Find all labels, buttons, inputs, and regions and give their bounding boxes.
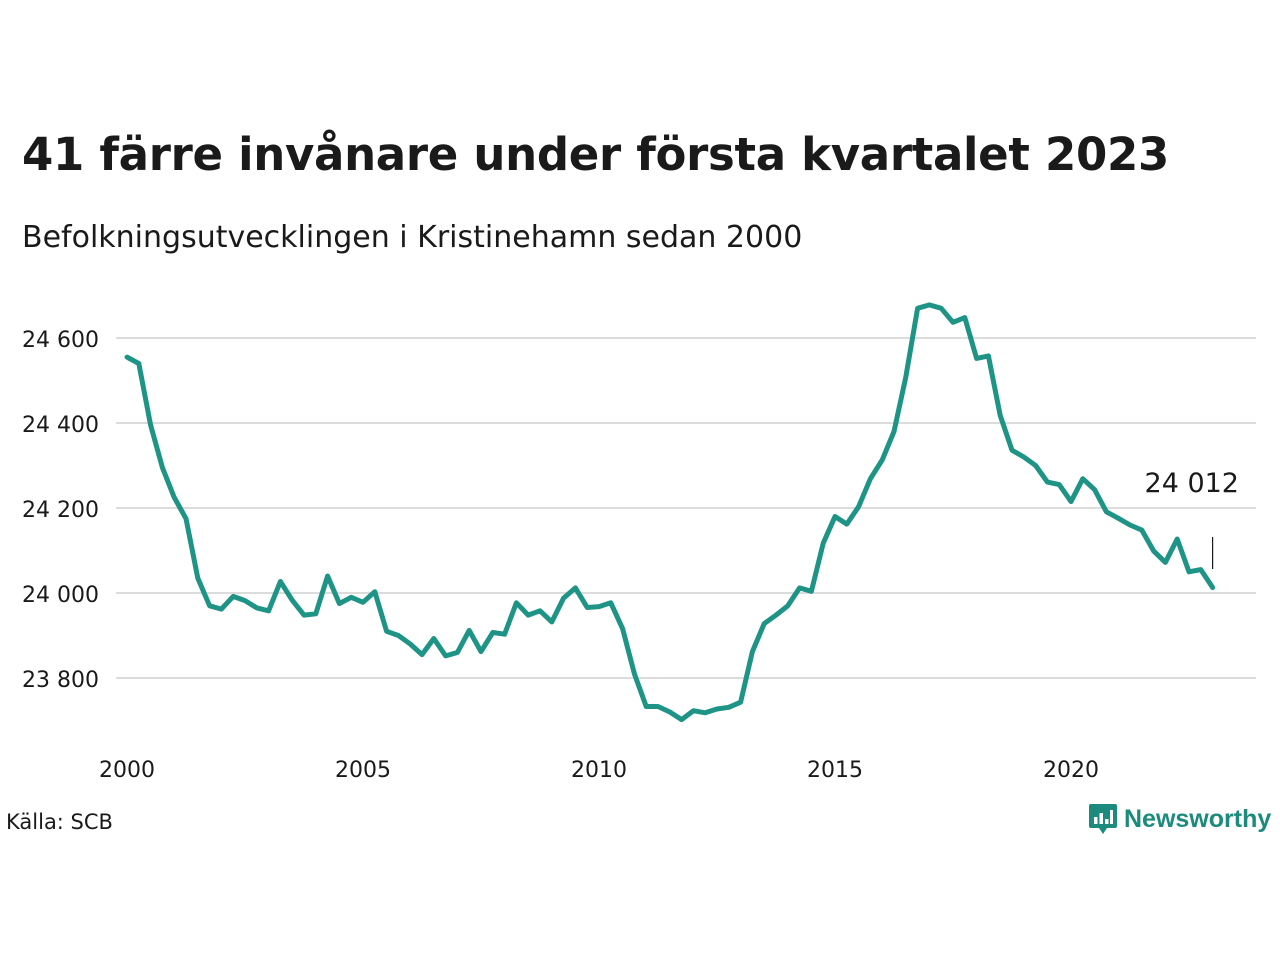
newsworthy-logo-icon — [1089, 804, 1117, 834]
y-axis-labels: 23 800 24 000 24 200 24 400 24 600 — [22, 328, 99, 693]
brand-name: Newsworthy — [1124, 804, 1272, 833]
y-tick-label: 24 600 — [22, 328, 99, 353]
source-note: Källa: SCB — [6, 810, 113, 834]
y-tick-label: 23 800 — [22, 668, 99, 693]
chart-title: 41 färre invånare under första kvartalet… — [22, 128, 1169, 181]
chart-subtitle: Befolkningsutvecklingen i Kristinehamn s… — [22, 220, 803, 255]
series-layer — [124, 302, 1216, 723]
x-tick-label: 2010 — [571, 758, 627, 783]
x-tick-label: 2005 — [335, 758, 391, 783]
y-tick-label: 24 400 — [22, 413, 99, 438]
x-tick-label: 2000 — [99, 758, 155, 783]
y-tick-label: 24 000 — [22, 583, 99, 608]
x-tick-label: 2015 — [807, 758, 863, 783]
annotation-layer: 24 012 — [1145, 468, 1239, 569]
annotation-label: 24 012 — [1145, 468, 1239, 499]
x-tick-label: 2020 — [1043, 758, 1099, 783]
grid-lines — [116, 337, 1256, 679]
brand-logo[interactable]: Newsworthy — [1088, 802, 1271, 836]
y-tick-label: 24 200 — [22, 498, 99, 523]
series-line — [124, 302, 1216, 723]
x-axis-labels: 2000 2005 2010 2015 2020 — [99, 758, 1099, 783]
